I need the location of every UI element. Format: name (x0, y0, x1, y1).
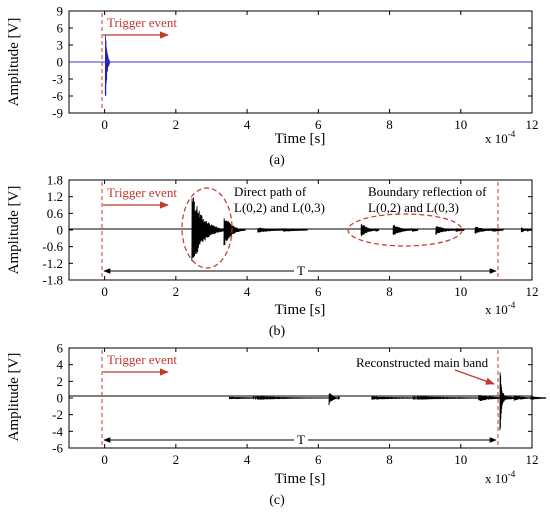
plot-frame-b (68, 179, 533, 281)
period-label-bg-b (294, 263, 308, 277)
y-tick-label: -1.2 (42, 256, 63, 271)
x-axis-label-a: Time [s] (275, 131, 326, 147)
signal-a (104, 35, 111, 96)
x-tick-label: 6 (315, 284, 322, 299)
y-ticks-b: 1.81.2 0.6 0-0.6 -1.2 -1.8 (42, 173, 532, 288)
x-tick-label: 2 (173, 452, 180, 467)
signal-burst (435, 226, 465, 235)
period-label-bg-c (294, 432, 308, 446)
boundary-reflection-ellipse (347, 213, 463, 247)
signal-burst (228, 395, 337, 401)
x-ticks-c: 0 2 4 6 8 10 12 (101, 348, 539, 467)
panel-label-a: (a) (269, 153, 285, 168)
signal-burst (392, 224, 419, 236)
signal-burst (499, 372, 506, 431)
period-label-b: T (297, 263, 305, 278)
direct-path-label-2: L(0,2) and L(0,3) (234, 200, 325, 215)
x-tick-label: 8 (386, 284, 393, 299)
y-tick-label: -1.8 (42, 273, 63, 288)
y-tick-label: 0.6 (47, 206, 64, 221)
x-ticks-a: 0 2 4 6 8 10 12 (101, 11, 539, 132)
x-tick-label: 12 (526, 284, 539, 299)
signal-burst (360, 223, 380, 237)
x-tick-label: 4 (244, 284, 251, 299)
y-tick-label: 6 (57, 341, 64, 356)
y-tick-label: 0 (57, 391, 64, 406)
signal-burst (191, 197, 225, 262)
signal-burst (371, 395, 497, 401)
signal-c (228, 372, 547, 431)
plot-frame-c (68, 347, 533, 449)
x-tick-label: 4 (244, 452, 251, 467)
x-multiplier-c: x 10-4 (485, 469, 516, 486)
x-tick-label: 2 (173, 284, 180, 299)
x-tick-label: 0 (101, 117, 108, 132)
x-tick-label: 8 (386, 117, 393, 132)
y-tick-label: -3 (52, 72, 63, 87)
plot-frame-a (68, 10, 533, 114)
period-label-c: T (297, 432, 305, 447)
boundary-label-1: Boundary reflection of (368, 184, 487, 199)
y-ticks-c: 64 2 0-2 -4 -6 (52, 341, 532, 456)
y-tick-label: 0 (57, 223, 64, 238)
signal-burst (223, 218, 246, 246)
x-tick-label: 6 (315, 117, 322, 132)
y-axis-label-a: Amplitude [V] (6, 18, 22, 107)
x-tick-label: 12 (526, 117, 539, 132)
y-tick-label: 1.2 (47, 189, 63, 204)
panel-label-c: (c) (269, 493, 285, 508)
x-tick-label: 10 (454, 117, 467, 132)
y-tick-label: 9 (57, 4, 64, 19)
y-tick-label: 2 (57, 374, 64, 389)
main-band-label: Reconstructed main band (356, 355, 489, 370)
direct-path-label-1: Direct path of (234, 184, 307, 199)
x-multiplier-b: x 10-4 (485, 300, 516, 317)
x-tick-label: 0 (101, 284, 108, 299)
x-tick-label: 6 (315, 452, 322, 467)
y-axis-label-c: Amplitude [V] (6, 353, 22, 442)
y-tick-label: 6 (57, 21, 64, 36)
x-tick-label: 12 (526, 452, 539, 467)
signal-burst (520, 227, 533, 233)
signal-burst (328, 393, 341, 406)
signal-burst (513, 395, 547, 401)
signal-burst (104, 35, 111, 96)
panel-a: Amplitude [V] 9 6 3 0 -3 -6 -9 0 2 4 6 8 10 12 Trigg… (6, 4, 539, 169)
y-tick-label: -6 (52, 441, 63, 456)
x-tick-label: 10 (454, 284, 467, 299)
y-tick-label: 1.8 (47, 173, 63, 188)
main-band-arrow (454, 369, 495, 385)
signal-b (191, 197, 533, 262)
x-tick-label: 0 (101, 452, 108, 467)
x-multiplier-a: x 10-4 (485, 129, 516, 146)
y-tick-label: -6 (52, 89, 63, 104)
x-tick-label: 8 (386, 452, 393, 467)
y-tick-label: 3 (57, 38, 64, 53)
y-tick-label: 0 (57, 55, 64, 70)
y-tick-label: -4 (52, 424, 63, 439)
x-ticks-b: 0 2 4 6 8 10 12 (101, 180, 539, 299)
x-tick-label: 10 (454, 452, 467, 467)
direct-path-ellipse (181, 187, 233, 269)
y-tick-label: 4 (57, 357, 64, 372)
x-axis-label-b: Time [s] (275, 302, 326, 318)
y-axis-label-b: Amplitude [V] (6, 186, 22, 275)
signal-burst (257, 227, 308, 233)
y-tick-label: -9 (52, 106, 63, 121)
trigger-label-c: Trigger event (107, 352, 177, 367)
trigger-label-a: Trigger event (107, 15, 177, 30)
y-ticks-a: 9 6 3 0 -3 -6 -9 (52, 4, 532, 121)
panel-label-b: (b) (269, 324, 286, 339)
boundary-label-2: L(0,2) and L(0,3) (368, 200, 459, 215)
signal-burst (474, 226, 504, 234)
y-tick-label: -0.6 (42, 239, 63, 254)
y-tick-label: -2 (52, 407, 63, 422)
trigger-label-b: Trigger event (107, 185, 177, 200)
x-tick-label: 2 (173, 117, 180, 132)
x-tick-label: 4 (244, 117, 251, 132)
x-axis-label-c: Time [s] (275, 471, 326, 487)
